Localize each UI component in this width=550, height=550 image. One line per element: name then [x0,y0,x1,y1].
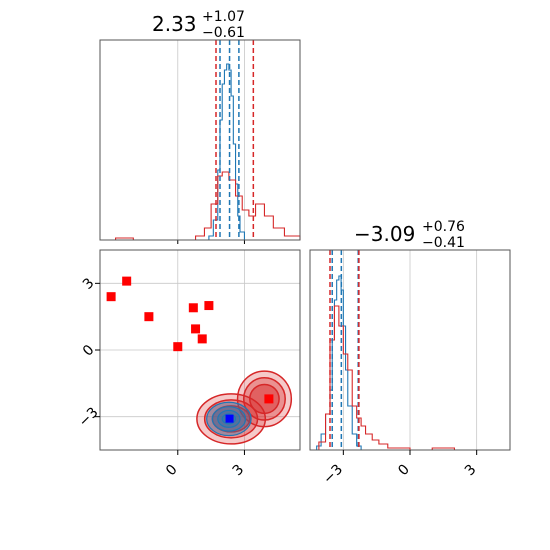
hist-2-tick-label: 3 [462,462,480,480]
contour-square-marker [106,292,116,302]
hist-1-title-lower: −0.61 [202,25,245,41]
panel-hist-1: 2.33 +1.07 −0.61 [99,9,301,244]
hist-1-series-primary [204,63,300,241]
hist-1-frame [99,39,301,241]
hist-2-tick-label: −3 [320,462,346,488]
contour-square-marker [191,324,201,334]
hist-1-title-upper: +1.07 [202,9,245,25]
hist-1-grid [177,40,245,244]
panel-hist-2: −3.09 +0.76 −0.41 −3 0 3 [309,219,511,487]
contour-y-tick-label: 0 [80,342,98,360]
hist-2-ticks: −3 0 3 [320,450,479,487]
contour-y-tick-label: −3 [76,404,102,430]
hist-2-marks [310,250,510,451]
contour-square-marker [264,394,274,404]
contour-y-tick-label: 3 [80,275,98,293]
contour-square-marker [197,334,207,344]
contour-ticks: 0 3 −3 0 3 [76,275,248,479]
hist-1-series-secondary [100,171,301,241]
hist-2-title-upper: +0.76 [422,219,465,235]
panel-contour: 0 3 −3 0 3 [76,249,301,479]
hist-2-grid [342,250,478,450]
hist-1-title-value: 2.33 [152,12,197,36]
contour-truth-marker [225,414,234,423]
hist-2-tick-label: 0 [395,462,413,480]
contour-x-tick-label: 0 [163,462,181,480]
hist-2-series-secondary [310,305,510,451]
contour-marks [106,276,293,445]
contour-square-marker [144,312,154,322]
hist-2-title-value: −3.09 [354,222,415,246]
contour-square-marker [173,342,183,352]
hist-1-marks [100,40,301,241]
contour-square-marker [204,301,214,311]
contour-square-marker [188,303,198,313]
hist-2-title-lower: −0.41 [422,235,465,251]
contour-x-tick-label: 3 [230,462,248,480]
contour-square-marker [122,276,132,286]
